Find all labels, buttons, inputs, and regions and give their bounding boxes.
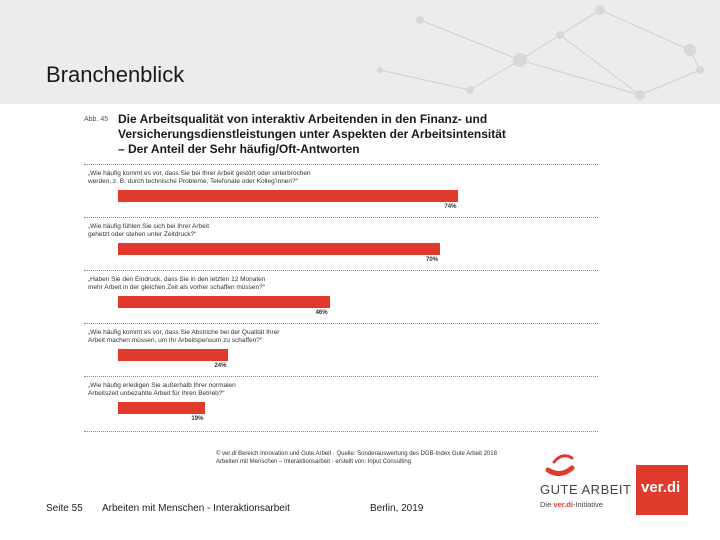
- bar-category-label-line: gehetzt oder stehen unter Zeitdruck?“: [88, 231, 197, 238]
- figure: Abb. 45 Die Arbeitsqualität von interakt…: [84, 112, 604, 468]
- bar: [118, 349, 229, 361]
- bar-category-label: „Haben Sie den Eindruck, dass Sie in den…: [88, 276, 265, 292]
- gute-arbeit-emblem-icon: [545, 454, 575, 476]
- footer-subject: Arbeiten mit Menschen - Interaktionsarbe…: [102, 503, 290, 514]
- gute-arbeit-sub-suffix: -Initiative: [572, 500, 603, 509]
- bar-category-label-line: „Wie häufig fühlen Sie sich bei Ihrer Ar…: [88, 223, 210, 230]
- bar-category-label-line: „Haben Sie den Eindruck, dass Sie in den…: [88, 276, 266, 283]
- header-banner: Branchenblick: [0, 0, 720, 104]
- bar-value-label: 19%: [191, 416, 204, 422]
- figure-title-line: Die Arbeitsqualität von interaktiv Arbei…: [118, 112, 488, 126]
- source-note: © ver.di Bereich Innovation und Gute Arb…: [216, 450, 497, 466]
- bar-category-label-line: werden, z. B. durch technische Probleme,…: [88, 178, 298, 185]
- block-separator: [84, 431, 598, 432]
- bar: [118, 296, 330, 308]
- footer-place-date: Berlin, 2019: [370, 503, 424, 514]
- bar-category-label-line: „Wie häufig kommt es vor, dass Sie bei I…: [88, 170, 311, 177]
- bar: [118, 190, 459, 202]
- bar-category-label: „Wie häufig kommt es vor, dass Sie Abstr…: [88, 329, 279, 345]
- block-separator: [84, 164, 598, 165]
- figure-label: Abb. 45: [84, 116, 109, 123]
- bar-category-label-line: Arbeit machen müssen, um Ihr Arbeitspens…: [88, 337, 263, 344]
- block-separator: [84, 217, 598, 218]
- figure-title-line: Versicherungsdienstleistungen unter Aspe…: [118, 127, 506, 141]
- bar-category-label-line: „Wie häufig kommt es vor, dass Sie Abstr…: [88, 329, 280, 336]
- block-separator: [84, 323, 598, 324]
- block-separator: [84, 270, 598, 271]
- bar-value-label: 74%: [444, 204, 457, 210]
- figure-title-line: – Der Anteil der Sehr häufig/Oft-Antwort…: [118, 142, 360, 156]
- bar-category-label-line: mehr Arbeit in der gleichen Zeit als vor…: [88, 284, 265, 291]
- figure-title: Die Arbeitsqualität von interaktiv Arbei…: [118, 112, 506, 157]
- gute-arbeit-logo: GUTE ARBEIT Die ver.di-Initiative: [538, 448, 632, 516]
- bar: [118, 402, 206, 414]
- gute-arbeit-text: GUTE ARBEIT: [540, 482, 632, 497]
- source-line: © ver.di Bereich Innovation und Gute Arb…: [216, 451, 497, 457]
- bar-value-label: 70%: [426, 257, 439, 263]
- verdi-logo-text: ver.di: [641, 479, 681, 496]
- slide-title: Branchenblick: [46, 62, 185, 87]
- footer-page: Seite 55: [46, 503, 83, 514]
- block-separator: [84, 376, 598, 377]
- gute-arbeit-subtitle: Die ver.di-Initiative: [540, 500, 603, 509]
- verdi-logo: ver.di: [636, 465, 688, 515]
- bar-category-label-line: „Wie häufig erledigen Sie außerhalb Ihre…: [88, 382, 236, 389]
- bar-value-label: 46%: [315, 310, 328, 316]
- bar-category-label: „Wie häufig erledigen Sie außerhalb Ihre…: [88, 382, 236, 398]
- bar-value-label: 24%: [214, 363, 227, 369]
- source-line: Arbeiten mit Menschen – Interaktionsarbe…: [216, 459, 412, 465]
- bar-category-label: „Wie häufig kommt es vor, dass Sie bei I…: [88, 170, 311, 186]
- bar-category-label: „Wie häufig fühlen Sie sich bei Ihrer Ar…: [88, 223, 209, 239]
- bar: [118, 243, 440, 255]
- gute-arbeit-sub-brand: ver.di: [553, 500, 573, 509]
- network-graphic: [377, 5, 704, 100]
- bar-category-label-line: Arbeitszeit unbezahlte Arbeit für Ihren …: [88, 390, 225, 397]
- gute-arbeit-sub-prefix: Die: [540, 500, 554, 509]
